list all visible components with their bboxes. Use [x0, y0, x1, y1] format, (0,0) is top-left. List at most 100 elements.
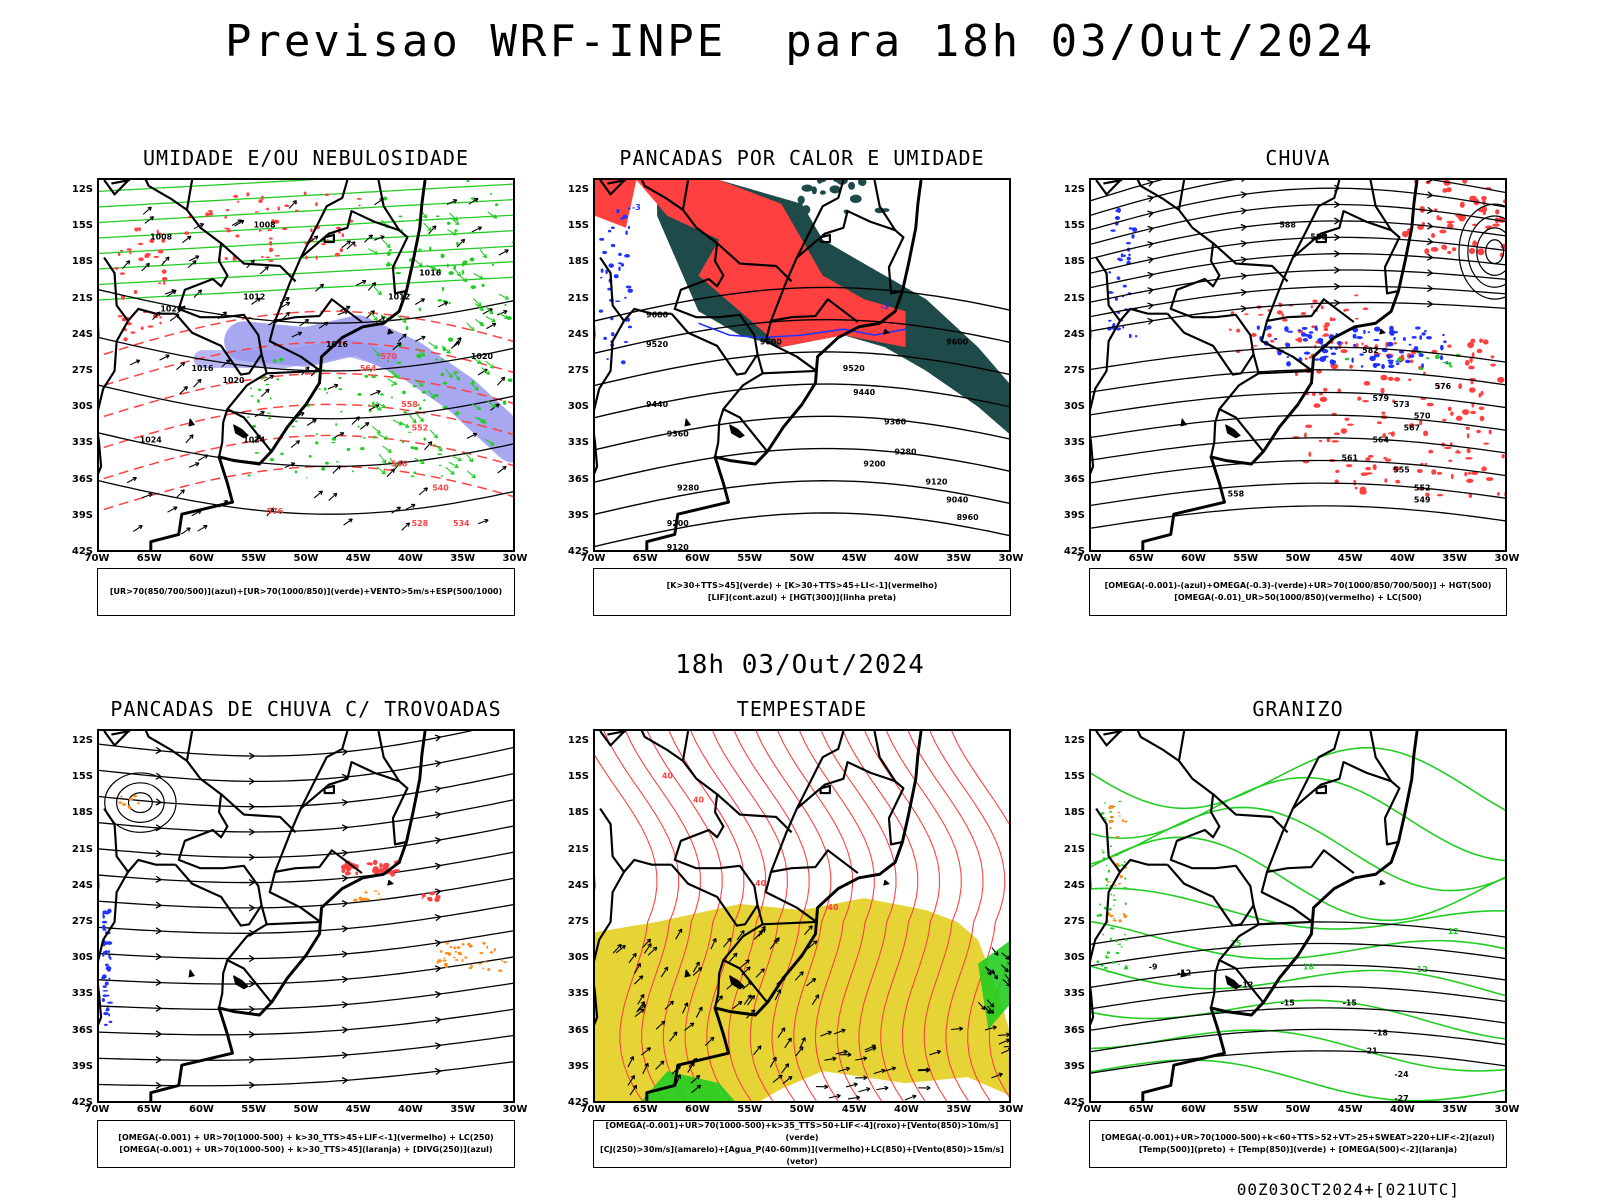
lon-tick-label: 45W: [345, 553, 371, 564]
contour-label: 540: [432, 483, 449, 492]
map-plot-pancadas_trovoadas: [99, 731, 513, 1101]
contour-label: 534: [453, 519, 470, 528]
contour-label: 9600: [946, 338, 969, 347]
map-plot-tempestade: 40 40 40 40: [595, 731, 1009, 1101]
lat-tick-label: 30S: [71, 401, 93, 413]
lat-tick-label: 24S: [1063, 879, 1085, 891]
lon-tick-label: 65W: [1128, 1104, 1154, 1115]
lat-tick-label: 33S: [1063, 437, 1085, 449]
lat-tick-label: 39S: [567, 1060, 589, 1072]
lat-tick-label: 18S: [71, 256, 93, 268]
lat-tick-label: 42S: [71, 546, 93, 557]
contour-label: 561: [1341, 453, 1358, 462]
legend-line: [OMEGA(-0.001)-(azul)+OMEGA(-0.3)-(verde…: [1104, 581, 1492, 590]
lon-tick-label: 30W: [1494, 553, 1520, 564]
lon-tick-label: 65W: [136, 1104, 162, 1115]
legend-line: [OMEGA(-0.01)_UR>50(1000/850)(vermelho) …: [1174, 593, 1422, 602]
contour-label: -27: [1394, 1094, 1408, 1101]
map-panel-pancadas_calor: 9600 9600 9600 9520 9520 9440 9440 9360 9360 9280…: [593, 178, 1011, 552]
lat-tick-label: 27S: [71, 916, 93, 928]
lat-tick-label: 36S: [1063, 1024, 1085, 1036]
lon-tick-label: 65W: [632, 1104, 658, 1115]
contour-label: 9120: [926, 477, 949, 486]
lon-tick-label: 30W: [502, 553, 528, 564]
lat-tick-label: 15S: [71, 220, 93, 232]
legend-line: [OMEGA(-0.001)+UR>70(1000-500)+k>35_TTS>…: [605, 1121, 999, 1142]
lat-tick-label: 42S: [567, 546, 589, 557]
lon-tick-label: 40W: [398, 553, 423, 564]
lat-tick-label: 39S: [1063, 509, 1085, 521]
contour-label: -3: [632, 203, 641, 212]
legend-line: [LIF](cont.azul) + [HGT(300)](linha pret…: [707, 593, 897, 602]
lon-tick-label: 45W: [1337, 553, 1363, 564]
contour-label: 576: [267, 507, 284, 516]
contour-label: 9120: [667, 543, 690, 550]
contour-label: 9520: [646, 340, 669, 349]
legend-box-tempestade: [OMEGA(-0.001)+UR>70(1000-500)+k>35_TTS>…: [593, 1120, 1011, 1168]
contour-label: 576: [1435, 382, 1452, 391]
lon-tick-label: 70W: [580, 1104, 606, 1115]
lon-tick-label: 45W: [345, 1104, 371, 1115]
lat-tick-label: 42S: [1063, 546, 1085, 557]
lon-tick-label: 35W: [1442, 1104, 1468, 1115]
lon-tick-label: 40W: [398, 1104, 423, 1115]
lat-tick-label: 27S: [71, 365, 93, 377]
contour-label: 558: [401, 400, 418, 409]
lon-tick-label: 45W: [841, 1104, 867, 1115]
contour-label: 582: [1362, 346, 1379, 355]
lon-tick-label: 60W: [189, 553, 214, 564]
lon-tick-label: 70W: [84, 1104, 110, 1115]
boundary-layer: [1091, 731, 1419, 1101]
lat-tick-label: 39S: [567, 509, 589, 521]
contour-label: 588: [1279, 221, 1296, 230]
lon-tick-label: 35W: [450, 553, 476, 564]
bottom-row-subtitle: 18h 03/Out/2024: [675, 650, 925, 680]
field-layer: 40 40 40 40: [595, 731, 1009, 1101]
contour-label: 8960: [957, 513, 980, 522]
lat-tick-label: 18S: [1063, 807, 1085, 819]
lon-tick-label: 50W: [789, 1104, 815, 1115]
map-panel-tempestade: 40 40 40 40: [593, 729, 1011, 1103]
lon-tick-label: 60W: [685, 553, 710, 564]
contour-label: 564: [360, 364, 377, 373]
lat-tick-label: 39S: [71, 509, 93, 521]
lat-tick-label: 21S: [1063, 292, 1085, 304]
lat-tick-label: 42S: [1063, 1097, 1085, 1108]
contour-label: 1016: [419, 268, 442, 277]
contour-label: 567: [1404, 424, 1421, 433]
contour-label: 18: [1303, 963, 1315, 972]
contour-label: -15: [1280, 999, 1294, 1008]
lat-tick-label: 15S: [1063, 220, 1085, 232]
lon-tick-label: 60W: [1181, 553, 1206, 564]
contour-label: 9440: [646, 400, 669, 409]
lat-tick-label: 12S: [71, 184, 93, 196]
lat-tick-label: 39S: [1063, 1060, 1085, 1072]
lon-tick-label: 50W: [789, 553, 815, 564]
contour-label: 528: [412, 519, 429, 528]
legend-line: [OMEGA(-0.001) + UR>70(1000-500) + k>30_…: [119, 1145, 493, 1154]
lat-tick-label: 21S: [567, 292, 589, 304]
panel-title-umidade: UMIDADE E/OU NEBULOSIDADE: [142, 146, 470, 170]
lat-tick-label: 30S: [1063, 952, 1085, 964]
contour-label: -3: [880, 302, 889, 311]
lat-tick-label: 12S: [1063, 735, 1085, 747]
lon-tick-label: 70W: [84, 553, 110, 564]
lat-tick-label: 42S: [567, 1097, 589, 1108]
panel-title-chuva: CHUVA: [1265, 146, 1331, 170]
legend-box-granizo: [OMEGA(-0.001)+UR>70(1000-500)+k<60+TTS>…: [1089, 1120, 1507, 1168]
contour-label: 1020: [471, 352, 494, 361]
lat-tick-label: 21S: [71, 292, 93, 304]
contour-label: 570: [1414, 412, 1431, 421]
panel-title-granizo: GRANIZO: [1252, 697, 1344, 721]
contour-label: 9520: [843, 364, 866, 373]
lat-tick-label: 27S: [567, 916, 589, 928]
lon-tick-label: 50W: [293, 553, 319, 564]
lon-tick-label: 50W: [1285, 553, 1311, 564]
panel-title-tempestade: TEMPESTADE: [736, 697, 868, 721]
map-panel-pancadas_trovoadas: [97, 729, 515, 1103]
lon-tick-label: 35W: [1442, 553, 1468, 564]
lon-tick-label: 55W: [241, 1104, 267, 1115]
lat-tick-label: 18S: [567, 807, 589, 819]
contour-label: 1016: [326, 340, 349, 349]
